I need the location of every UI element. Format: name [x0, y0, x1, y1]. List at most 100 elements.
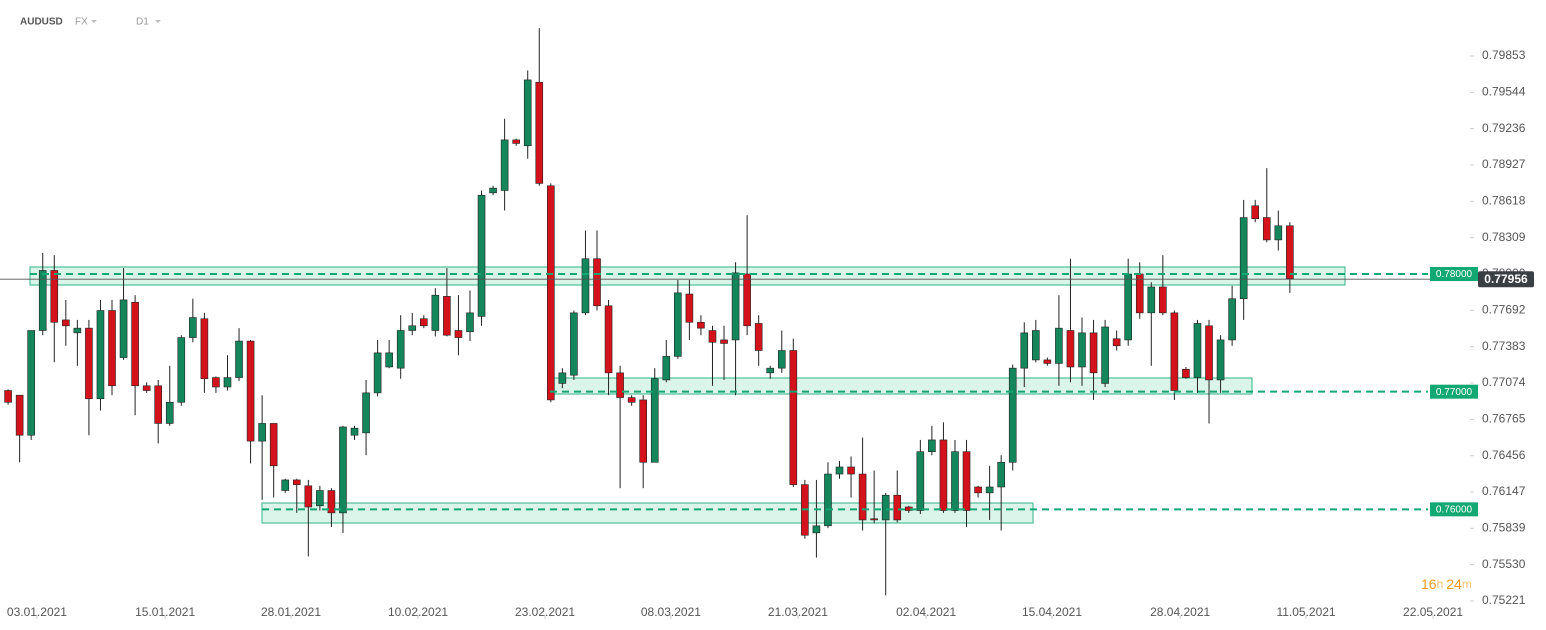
candle-body [570, 312, 578, 376]
x-tick-label: 21.03.2021 [768, 605, 828, 619]
candle-body [165, 401, 174, 424]
candle-body [85, 327, 93, 400]
candle-body [1032, 330, 1040, 361]
candle-body [466, 312, 474, 332]
candle-body [200, 318, 209, 380]
y-tick-label: 0.76456 [1482, 448, 1526, 462]
candle-body [835, 466, 844, 475]
candle-body [408, 325, 417, 331]
y-tick-label: 0.78309 [1482, 230, 1526, 244]
candle-body [939, 439, 948, 511]
candle-body [720, 339, 728, 344]
candle-body [893, 494, 902, 521]
candle-body [731, 272, 740, 341]
candle-body [1101, 326, 1109, 384]
y-tick-label: 0.77074 [1482, 375, 1526, 389]
last-price-label: 0.77956 [1484, 272, 1528, 286]
level-tag [1430, 267, 1478, 282]
x-tick-label: 23.02.2021 [515, 605, 575, 619]
y-tick-label: 0.75221 [1482, 593, 1526, 607]
candle-body [96, 310, 105, 400]
candle-body [154, 385, 163, 424]
y-tick-label: 0.78618 [1482, 193, 1526, 207]
y-tick-label: 0.77383 [1482, 339, 1526, 353]
candle-body [142, 385, 151, 391]
candle-body [50, 270, 59, 323]
candle-body [15, 394, 24, 436]
candle-body [928, 439, 936, 452]
candle-body [777, 350, 786, 369]
candle-body [269, 423, 278, 467]
candle-body [1216, 339, 1225, 381]
candle-body [246, 340, 255, 442]
candle-body [512, 139, 520, 144]
candle-body [627, 397, 636, 403]
candle-body [385, 352, 393, 368]
candle-body [177, 337, 186, 403]
candle-body [985, 486, 994, 494]
candle-body [38, 270, 47, 331]
candle-body [1043, 359, 1052, 364]
candle-body [916, 451, 925, 511]
candle-body [212, 377, 220, 388]
countdown-part: m [1462, 577, 1472, 591]
level-label: 0.76000 [1436, 504, 1473, 515]
y-tick-label: 0.75839 [1482, 520, 1526, 534]
y-tick-label: 0.78927 [1482, 157, 1526, 171]
candle-body [847, 466, 855, 475]
candle-body [1205, 325, 1213, 381]
zone [261, 502, 1034, 524]
candle-body [558, 372, 567, 384]
candle-body [1124, 273, 1132, 341]
last-price-tag [1478, 271, 1534, 288]
candle-body [674, 292, 682, 357]
level-label: 0.77000 [1436, 387, 1473, 398]
candle-body [119, 299, 128, 358]
symbol[interactable]: AUDUSD [20, 17, 63, 28]
y-tick-label: 0.79544 [1482, 85, 1526, 99]
candle-body [258, 423, 266, 442]
candle-body [604, 305, 613, 374]
level-tag [1430, 502, 1478, 517]
market[interactable]: FX [75, 17, 88, 28]
countdown-part: h [1437, 577, 1444, 591]
candle-body [951, 451, 959, 511]
y-tick-label: 0.77692 [1482, 302, 1526, 316]
candle-body [4, 390, 12, 403]
candle-body [431, 294, 440, 331]
candle-body [1020, 332, 1029, 369]
candle-body [443, 296, 451, 336]
candle-body [373, 352, 382, 394]
candle-body [650, 378, 659, 463]
candle-body [743, 273, 751, 327]
candle-body [281, 479, 290, 491]
candle-body [1078, 332, 1086, 368]
candle-body [697, 321, 705, 329]
candle-body [223, 377, 232, 388]
candle-body [1147, 286, 1156, 314]
candle-body [535, 81, 544, 184]
candle-body [27, 330, 35, 436]
candle-body [639, 399, 647, 463]
dropdown-caret[interactable] [155, 20, 161, 23]
candle-body [581, 258, 590, 314]
candle-body [1135, 273, 1144, 314]
x-tick-label: 03.01.2021 [7, 605, 67, 619]
candle-body [870, 518, 878, 521]
candle-body [62, 319, 70, 327]
candle-body [1262, 217, 1271, 241]
candle-body [1112, 338, 1121, 347]
candle-body [1055, 327, 1063, 364]
x-tick-label: 15.04.2021 [1022, 605, 1082, 619]
countdown-part: 16 [1421, 576, 1437, 592]
timeframe[interactable]: D1 [136, 17, 149, 28]
x-tick-label: 28.01.2021 [261, 605, 321, 619]
candle-body [766, 367, 775, 374]
candle-body [974, 486, 982, 494]
countdown-part: 24 [1446, 576, 1462, 592]
candle-body [1286, 225, 1294, 280]
candle-body [304, 485, 313, 508]
candle-body [962, 451, 971, 511]
dropdown-caret[interactable] [91, 20, 97, 23]
